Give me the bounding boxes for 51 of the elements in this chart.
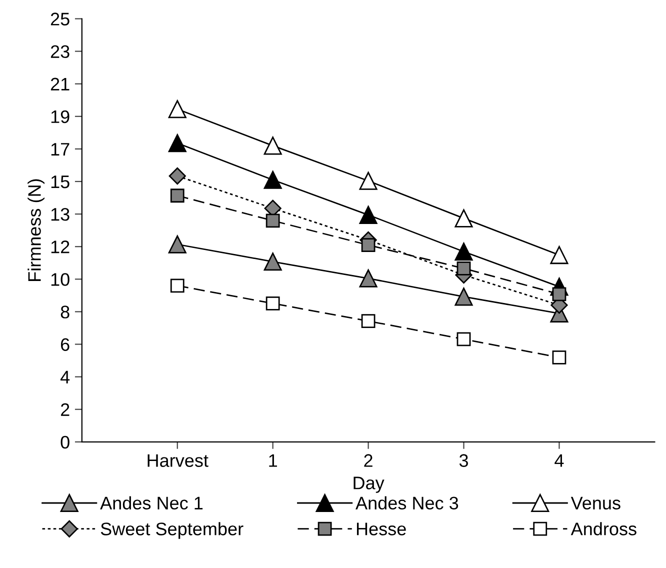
x-tick-label: 4 xyxy=(554,454,564,467)
point xyxy=(168,134,186,152)
y-tick-label: 21 xyxy=(50,78,70,90)
x-tick-label: Harvest xyxy=(148,454,208,467)
y-tick-label: 17 xyxy=(51,143,70,156)
point xyxy=(264,252,282,271)
legend-label: Sweet September xyxy=(100,522,244,539)
point xyxy=(552,287,566,302)
point xyxy=(359,172,378,190)
point xyxy=(168,235,186,254)
y-tick-label: 8 xyxy=(60,306,70,318)
x-tick-label: 2 xyxy=(364,454,372,467)
y-tick-label: 10 xyxy=(51,273,70,286)
y-tick-label: 2 xyxy=(60,403,70,416)
point xyxy=(454,209,473,228)
y-tick-label: 25 xyxy=(50,12,70,26)
point xyxy=(454,288,473,306)
point xyxy=(456,261,471,276)
point xyxy=(359,206,378,224)
y-tick-label: 15 xyxy=(51,176,70,188)
point xyxy=(454,242,473,261)
y-tick-label: 4 xyxy=(60,370,70,384)
point xyxy=(266,214,280,228)
point xyxy=(168,100,186,118)
point xyxy=(361,238,376,252)
legend-label: Venus xyxy=(570,496,620,510)
y-tick-label: 23 xyxy=(50,45,70,58)
x-axis-title: Day xyxy=(354,476,384,493)
y-tick-label: 13 xyxy=(51,208,70,221)
point xyxy=(170,278,184,293)
y-tick-label: 0 xyxy=(60,436,70,449)
legend-label: Andes Nec 1 xyxy=(100,496,203,510)
point xyxy=(168,167,186,185)
legend-label: Andes Nec 3 xyxy=(356,496,458,510)
point xyxy=(361,314,376,328)
y-tick-label: 12 xyxy=(51,240,70,254)
y-tick-label: 6 xyxy=(60,338,70,351)
x-tick-label: 1 xyxy=(269,454,277,467)
point xyxy=(552,350,566,364)
point xyxy=(550,246,568,264)
point xyxy=(170,188,184,203)
legend-label: Andross xyxy=(570,522,636,536)
legend-label: Hesse xyxy=(356,522,406,536)
y-axis-title: Firmness (N) xyxy=(28,179,44,281)
point xyxy=(456,332,471,346)
y-tick-label: 19 xyxy=(51,110,70,124)
point xyxy=(264,170,282,189)
point xyxy=(264,136,282,155)
x-tick-label: 3 xyxy=(459,454,468,467)
point xyxy=(266,296,280,310)
point xyxy=(359,269,378,288)
